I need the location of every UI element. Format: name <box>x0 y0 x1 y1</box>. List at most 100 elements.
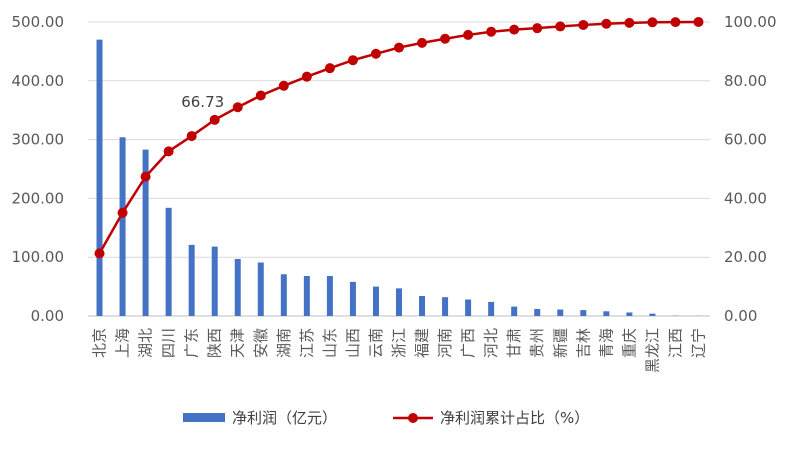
bar <box>234 258 241 316</box>
left-tick-label: 300.00 <box>12 131 65 149</box>
right-tick-label: 40.00 <box>724 189 767 207</box>
bar <box>142 149 149 316</box>
category-label: 重庆 <box>620 328 638 358</box>
category-label: 青海 <box>597 328 615 358</box>
legend: 净利润（亿元） 净利润累计占比（%） <box>183 409 589 427</box>
line-point <box>624 17 635 28</box>
line-point <box>301 71 312 82</box>
data-label: 66.73 <box>181 93 224 111</box>
category-label: 四川 <box>160 328 178 358</box>
line-point <box>417 37 428 48</box>
line-point <box>578 19 589 30</box>
category-label: 北京 <box>91 328 109 358</box>
bar <box>349 281 356 316</box>
category-label: 新疆 <box>551 328 569 358</box>
bar <box>442 297 449 316</box>
line-point <box>117 207 128 218</box>
right-tick-label: 100.00 <box>724 13 777 31</box>
bar <box>396 288 402 316</box>
category-label: 浙江 <box>390 328 408 358</box>
line-point <box>186 131 197 142</box>
bar <box>211 246 218 316</box>
bar <box>534 308 541 316</box>
category-label: 安徽 <box>252 328 270 358</box>
line-point <box>670 17 681 28</box>
data-labels: 66.73 <box>181 93 224 111</box>
category-labels: 北京 上海 湖北 四川 广东 陕西 天津 安徽 湖南 江苏 山东 山西 云南 浙江 福建 河南 广西 河北 甘肃 贵州… <box>91 328 708 373</box>
bar <box>511 306 518 316</box>
bar <box>465 299 472 316</box>
category-label: 江西 <box>666 328 684 358</box>
bar <box>372 286 379 316</box>
category-label: 福建 <box>413 328 431 358</box>
category-label: 湖北 <box>137 328 155 358</box>
category-label: 湖南 <box>275 328 293 358</box>
category-label: 河北 <box>482 328 500 358</box>
left-tick-label: 200.00 <box>12 189 65 207</box>
line-point <box>94 248 105 259</box>
left-tick-label: 500.00 <box>12 13 65 31</box>
bar <box>280 274 287 316</box>
category-label: 山东 <box>321 328 339 358</box>
left-tick-label: 400.00 <box>12 72 65 90</box>
bar <box>119 137 126 316</box>
category-label: 天津 <box>229 328 247 358</box>
right-axis-ticks: 0.00 20.00 40.00 60.00 80.00 100.00 <box>724 13 777 325</box>
category-label: 吉林 <box>574 328 592 358</box>
category-label: 上海 <box>114 328 132 358</box>
line-point <box>532 23 543 34</box>
legend-bar-swatch <box>183 413 225 422</box>
line-point <box>324 63 335 74</box>
line-point <box>440 33 451 44</box>
category-label: 陕西 <box>206 328 224 358</box>
right-tick-label: 0.00 <box>724 307 757 325</box>
category-label: 黑龙江 <box>643 328 661 373</box>
line-point <box>463 29 474 40</box>
bar-series <box>96 39 702 316</box>
bar <box>96 39 103 316</box>
legend-line-marker <box>408 413 418 423</box>
left-tick-label: 100.00 <box>12 248 65 266</box>
left-axis-ticks: 0.00 100.00 200.00 300.00 400.00 500.00 <box>12 13 65 325</box>
left-tick-label: 0.00 <box>31 307 64 325</box>
bar <box>188 244 195 316</box>
bar <box>580 310 587 316</box>
bar <box>557 309 564 316</box>
line-point <box>555 21 566 32</box>
line-point <box>693 17 704 27</box>
bar <box>165 207 172 316</box>
bar <box>488 301 495 316</box>
category-label: 河南 <box>436 328 454 358</box>
category-label: 广西 <box>459 328 477 358</box>
right-tick-label: 20.00 <box>724 248 767 266</box>
line-point <box>370 48 381 59</box>
gridlines <box>88 21 710 317</box>
right-tick-label: 80.00 <box>724 72 767 90</box>
bar <box>649 313 656 316</box>
line-point <box>278 80 289 91</box>
line-series <box>94 17 704 259</box>
category-label: 江苏 <box>298 328 316 358</box>
line-point <box>347 55 358 66</box>
category-label: 贵州 <box>528 328 546 358</box>
line-point <box>209 114 220 125</box>
category-label: 山西 <box>344 328 362 358</box>
line-point <box>394 42 404 53</box>
legend-line-label: 净利润累计占比（%） <box>440 409 589 427</box>
bar <box>303 276 310 316</box>
category-label: 甘肃 <box>505 328 523 358</box>
line-point <box>486 26 497 37</box>
category-label: 辽宁 <box>689 328 707 358</box>
line-point <box>232 102 243 113</box>
line-point <box>140 171 151 182</box>
legend-bar-label: 净利润（亿元） <box>232 409 337 427</box>
bar <box>626 312 633 316</box>
bar <box>257 262 264 316</box>
category-label: 云南 <box>367 328 385 358</box>
line-point <box>509 24 520 35</box>
line-point <box>163 146 174 157</box>
right-tick-label: 60.00 <box>724 131 767 149</box>
category-label: 广东 <box>183 328 201 358</box>
line-point <box>601 18 612 29</box>
